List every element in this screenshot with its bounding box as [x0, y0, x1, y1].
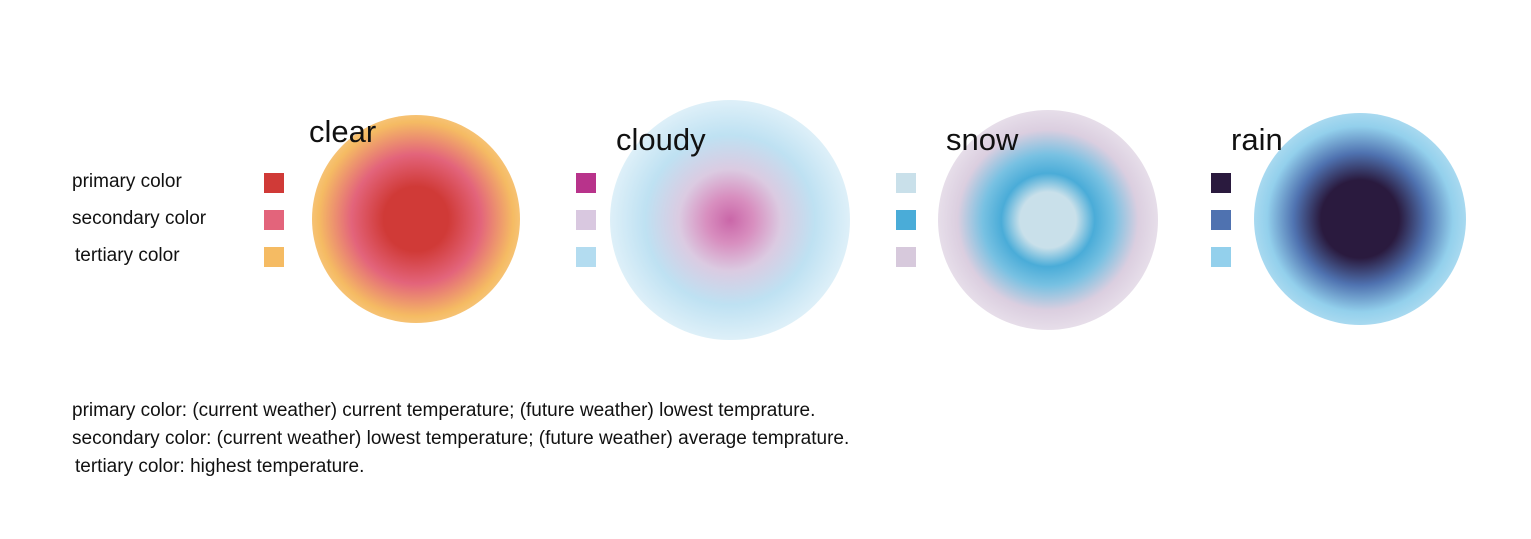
clear-tertiary-swatch	[264, 247, 284, 267]
weather-title-clear: clear	[309, 114, 377, 149]
row-label-tertiary: tertiary color	[75, 245, 180, 266]
snow-tertiary-swatch	[896, 247, 916, 267]
rain-tertiary-swatch	[1211, 247, 1231, 267]
rain-secondary-swatch	[1211, 210, 1231, 230]
rain-primary-swatch	[1211, 173, 1231, 193]
clear-gradient-orb	[312, 115, 520, 323]
snow-primary-swatch	[896, 173, 916, 193]
weather-title-rain: rain	[1231, 122, 1283, 157]
cloudy-gradient-orb	[610, 100, 850, 340]
clear-secondary-swatch	[264, 210, 284, 230]
note-tertiary: tertiary color: highest temperature.	[75, 456, 365, 477]
rain-gradient-orb	[1254, 113, 1466, 325]
legend-notes: primary color: (current weather) current…	[72, 397, 849, 481]
weather-title-cloudy: cloudy	[616, 122, 706, 157]
row-label-primary: primary color	[72, 171, 182, 192]
cloudy-tertiary-swatch	[576, 247, 596, 267]
snow-secondary-swatch	[896, 210, 916, 230]
snow-gradient-orb	[938, 110, 1158, 330]
weather-title-snow: snow	[946, 122, 1019, 157]
cloudy-secondary-swatch	[576, 210, 596, 230]
cloudy-primary-swatch	[576, 173, 596, 193]
note-secondary: secondary color: (current weather) lowes…	[72, 428, 850, 449]
note-primary: primary color: (current weather) current…	[72, 400, 816, 421]
clear-primary-swatch	[264, 173, 284, 193]
row-label-secondary: secondary color	[72, 208, 207, 229]
